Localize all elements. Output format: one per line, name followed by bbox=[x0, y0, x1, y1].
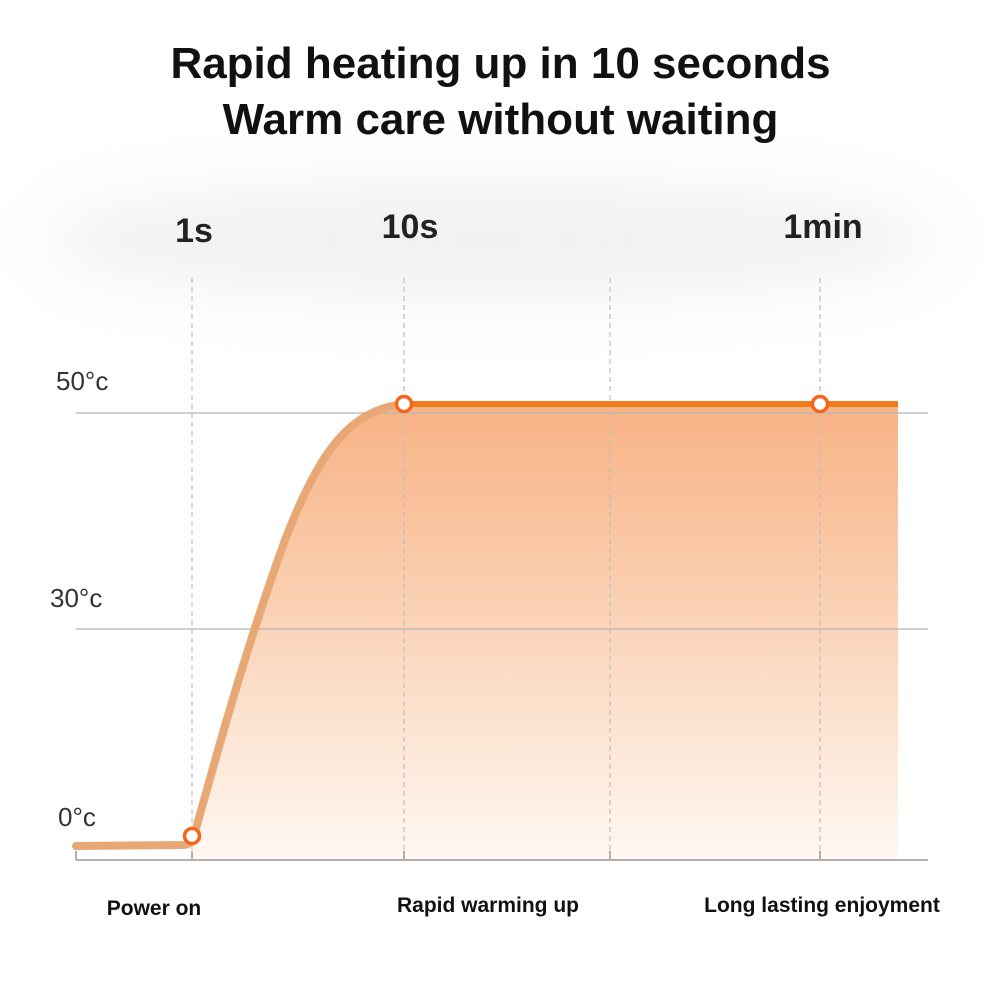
heating-area-fill bbox=[192, 404, 898, 860]
y-tick-label-0: 0°c bbox=[58, 802, 96, 832]
stage-label-rapid-warming: Rapid warming up bbox=[397, 894, 579, 917]
x-tick-label-1s: 1s bbox=[175, 212, 213, 250]
data-point-1min bbox=[810, 394, 830, 414]
stage-label-power-on: Power on bbox=[107, 897, 202, 920]
y-tick-label-50: 50°c bbox=[56, 366, 108, 396]
stage-label-long-lasting: Long lasting enjoyment bbox=[704, 894, 940, 917]
data-point-10s bbox=[394, 394, 414, 414]
data-point-1s bbox=[182, 826, 202, 846]
background-haze bbox=[40, 180, 940, 300]
x-tick-label-1min: 1min bbox=[783, 208, 862, 246]
x-tick-label-10s: 10s bbox=[382, 208, 439, 246]
title-line-1: Rapid heating up in 10 seconds bbox=[170, 39, 831, 88]
y-tick-label-30: 30°c bbox=[50, 583, 102, 613]
title-line-2: Warm care without waiting bbox=[222, 95, 779, 144]
